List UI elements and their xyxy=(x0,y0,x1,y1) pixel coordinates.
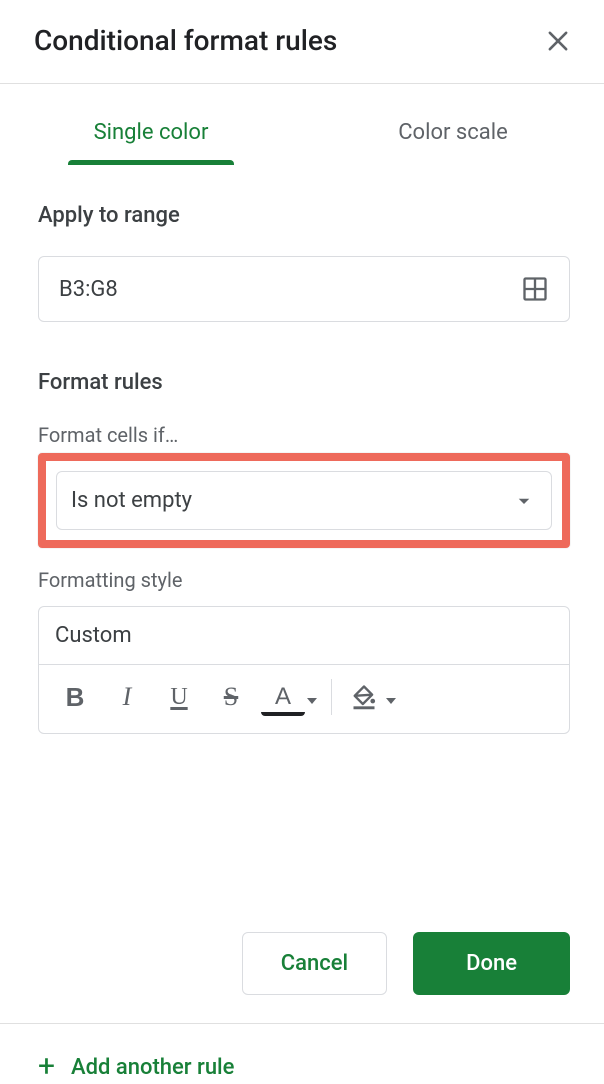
plus-icon: + xyxy=(38,1052,55,1082)
toolbar-separator xyxy=(331,679,332,715)
apply-to-range-title: Apply to range xyxy=(38,203,570,228)
done-button[interactable]: Done xyxy=(413,932,570,995)
close-button[interactable] xyxy=(544,27,572,55)
condition-select[interactable]: Is not empty xyxy=(56,471,552,530)
italic-button[interactable]: I xyxy=(105,675,149,719)
chevron-down-icon xyxy=(515,492,533,510)
tab-single-color[interactable]: Single color xyxy=(0,106,302,163)
conditional-format-panel: Conditional format rules Single color Co… xyxy=(0,0,604,1082)
close-icon xyxy=(544,27,572,55)
paint-bucket-icon xyxy=(350,683,378,711)
tabs: Single color Color scale xyxy=(0,106,604,163)
cancel-button[interactable]: Cancel xyxy=(242,932,387,995)
text-color-button[interactable]: A xyxy=(261,678,317,716)
underline-button[interactable]: U xyxy=(157,675,201,719)
text-color-icon: A xyxy=(261,682,305,716)
tab-color-scale-label: Color scale xyxy=(398,120,508,145)
tab-single-color-label: Single color xyxy=(94,120,209,145)
formatting-style-box: Custom B I U S A xyxy=(38,606,570,734)
strikethrough-button[interactable]: S xyxy=(209,675,253,719)
condition-value: Is not empty xyxy=(71,488,192,513)
tutorial-highlight: Is not empty xyxy=(38,453,570,548)
action-row: Cancel Done xyxy=(0,898,604,1023)
select-range-icon[interactable] xyxy=(521,275,549,303)
panel-body: Apply to range B3:G8 Format rules Format… xyxy=(0,163,604,898)
range-input[interactable]: B3:G8 xyxy=(38,256,570,322)
panel-header: Conditional format rules xyxy=(0,0,604,84)
chevron-down-icon xyxy=(307,698,317,704)
range-value: B3:G8 xyxy=(59,277,118,302)
panel-title: Conditional format rules xyxy=(34,24,337,57)
fill-color-button[interactable] xyxy=(346,683,400,711)
formatting-style-label: Formatting style xyxy=(38,568,570,592)
formatting-toolbar: B I U S A xyxy=(39,665,569,733)
bold-button[interactable]: B xyxy=(53,675,97,719)
add-rule-label: Add another rule xyxy=(71,1055,234,1080)
format-rules-title: Format rules xyxy=(38,370,570,395)
tab-color-scale[interactable]: Color scale xyxy=(302,106,604,163)
chevron-down-icon xyxy=(386,698,396,704)
format-cells-if-label: Format cells if… xyxy=(38,423,570,447)
add-rule-row[interactable]: + Add another rule xyxy=(0,1023,604,1082)
formatting-style-value[interactable]: Custom xyxy=(39,607,569,665)
